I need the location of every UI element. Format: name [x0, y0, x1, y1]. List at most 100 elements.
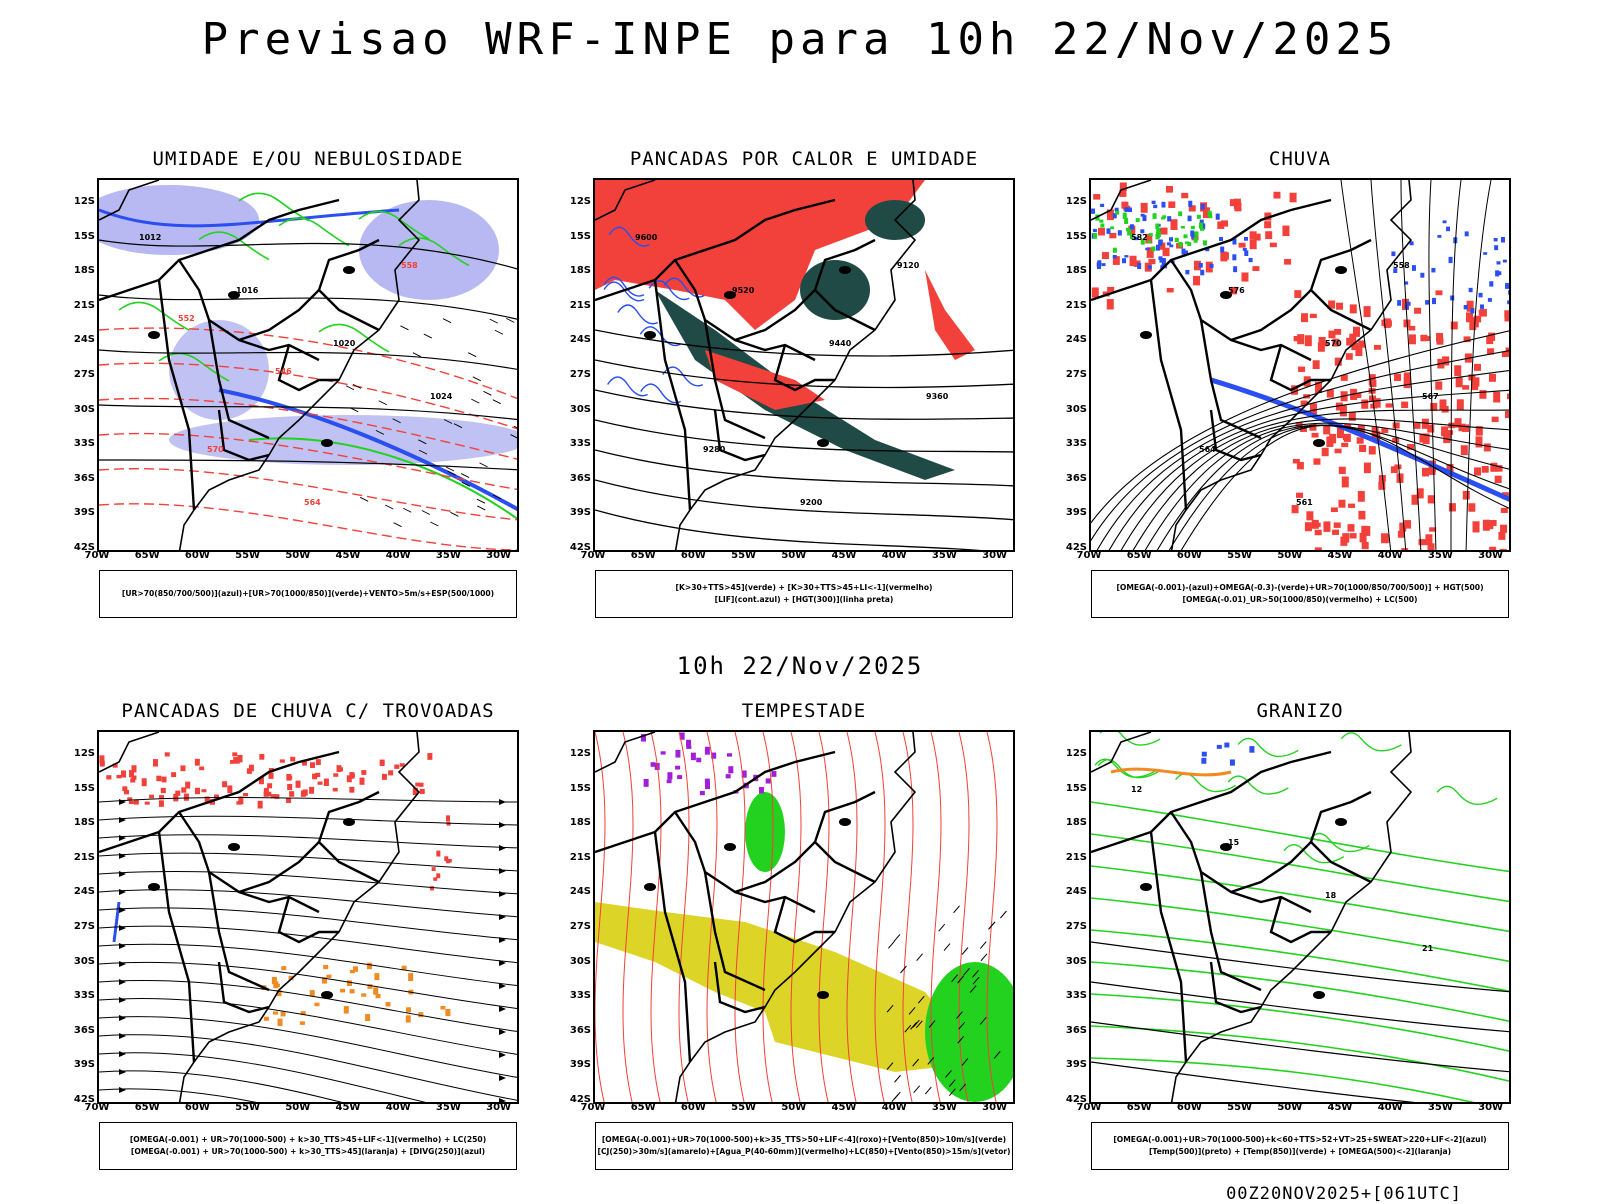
- panel-title: PANCADAS POR CALOR E UMIDADE: [593, 148, 1015, 170]
- latitude-label: 12S: [65, 196, 95, 207]
- longitude-label: 35W: [433, 1102, 463, 1113]
- longitude-label: 50W: [283, 1102, 313, 1113]
- contour-label: 9360: [926, 392, 949, 401]
- legend-line: [UR>70(850/700/500)](azul)+[UR>70(1000/8…: [122, 588, 494, 600]
- legend-line: [LIF](cont.azul) + [HGT(300)](linha pret…: [715, 594, 894, 606]
- map-plot: [99, 732, 519, 1104]
- latitude-label: 15S: [65, 783, 95, 794]
- longitude-label: 45W: [829, 550, 859, 561]
- longitude-label: 30W: [980, 1102, 1010, 1113]
- contour-label: 9120: [897, 261, 920, 270]
- longitude-label: 40W: [383, 550, 413, 561]
- longitude-label: 30W: [1476, 1102, 1506, 1113]
- longitude-label: 30W: [980, 550, 1010, 561]
- contour-label: 15: [1228, 838, 1240, 847]
- legend-line: [K>30+TTS>45](verde) + [K>30+TTS>45+LI<-…: [675, 582, 932, 594]
- contour-label: 18: [1325, 891, 1337, 900]
- panel-title: TEMPESTADE: [593, 700, 1015, 722]
- latitude-label: 39S: [1057, 1059, 1087, 1070]
- contour-label: 21: [1422, 944, 1434, 953]
- contour-label: 567: [1422, 392, 1439, 401]
- contour-label: 582: [1131, 233, 1148, 242]
- legend-line: [OMEGA(-0.001) + UR>70(1000-500) + k>30_…: [131, 1146, 485, 1158]
- longitude-label: 45W: [333, 1102, 363, 1113]
- legend-box: [K>30+TTS>45](verde) + [K>30+TTS>45+LI<-…: [595, 570, 1013, 618]
- longitude-label: 40W: [1375, 1102, 1405, 1113]
- latitude-label: 15S: [561, 783, 591, 794]
- longitude-label: 60W: [1174, 550, 1204, 561]
- contour-label: 1016: [236, 286, 259, 295]
- main-title: Previsao WRF-INPE para 10h 22/Nov/2025: [0, 14, 1600, 65]
- contour-label: 576: [1228, 286, 1245, 295]
- longitude-label: 55W: [1225, 1102, 1255, 1113]
- longitude-label: 40W: [879, 550, 909, 561]
- legend-line: [CJ(250)>30m/s](amarelo)+[Agua_P(40-60mm…: [597, 1146, 1010, 1158]
- longitude-label: 60W: [182, 550, 212, 561]
- latitude-label: 12S: [1057, 196, 1087, 207]
- legend-line: [Temp(500)](preto) + [Temp(850)](verde) …: [1149, 1146, 1451, 1158]
- longitude-label: 65W: [1124, 550, 1154, 561]
- latitude-label: 27S: [65, 369, 95, 380]
- latitude-label: 18S: [1057, 817, 1087, 828]
- legend-line: [OMEGA(-0.001)+UR>70(1000-500)+k>35_TTS>…: [602, 1134, 1006, 1146]
- longitude-label: 55W: [1225, 550, 1255, 561]
- latitude-label: 33S: [65, 438, 95, 449]
- longitude-label: 50W: [1275, 1102, 1305, 1113]
- longitude-label: 60W: [1174, 1102, 1204, 1113]
- latitude-label: 18S: [65, 265, 95, 276]
- latitude-label: 36S: [65, 473, 95, 484]
- longitude-label: 55W: [233, 550, 263, 561]
- latitude-label: 15S: [561, 231, 591, 242]
- latitude-label: 12S: [561, 748, 591, 759]
- longitude-label: 50W: [283, 550, 313, 561]
- longitude-label: 40W: [1375, 550, 1405, 561]
- latitude-label: 36S: [1057, 473, 1087, 484]
- latitude-label: 39S: [1057, 507, 1087, 518]
- latitude-label: 18S: [1057, 265, 1087, 276]
- latitude-label: 21S: [65, 300, 95, 311]
- latitude-label: 24S: [561, 334, 591, 345]
- latitude-label: 33S: [1057, 990, 1087, 1001]
- contour-label: 564: [304, 498, 321, 507]
- longitude-label: 55W: [233, 1102, 263, 1113]
- contour-label: 570: [1325, 339, 1342, 348]
- legend-line: [OMEGA(-0.001)+UR>70(1000-500)+k<60+TTS>…: [1113, 1134, 1486, 1146]
- latitude-label: 24S: [65, 334, 95, 345]
- longitude-label: 40W: [879, 1102, 909, 1113]
- latitude-label: 12S: [65, 748, 95, 759]
- latitude-label: 18S: [561, 817, 591, 828]
- legend-box: [OMEGA(-0.001)+UR>70(1000-500)+k>35_TTS>…: [595, 1122, 1013, 1170]
- latitude-label: 18S: [65, 817, 95, 828]
- contour-label: 9280: [703, 445, 726, 454]
- contour-label: 561: [1296, 498, 1313, 507]
- longitude-label: 45W: [1325, 550, 1355, 561]
- latitude-label: 33S: [65, 990, 95, 1001]
- latitude-label: 36S: [65, 1025, 95, 1036]
- latitude-label: 30S: [561, 404, 591, 415]
- longitude-label: 50W: [1275, 550, 1305, 561]
- latitude-label: 33S: [561, 990, 591, 1001]
- longitude-label: 70W: [1074, 550, 1104, 561]
- map-plot: [595, 732, 1015, 1104]
- longitude-label: 70W: [578, 550, 608, 561]
- longitude-label: 70W: [82, 1102, 112, 1113]
- contour-label: 552: [178, 314, 195, 323]
- longitude-label: 35W: [1425, 1102, 1455, 1113]
- latitude-label: 12S: [1057, 748, 1087, 759]
- latitude-label: 24S: [561, 886, 591, 897]
- longitude-label: 70W: [82, 550, 112, 561]
- map-panel: [97, 730, 519, 1104]
- footer-run-info: 00Z20NOV2025+[061UTC]: [1226, 1184, 1462, 1204]
- contour-label: 9440: [829, 339, 852, 348]
- contour-label: 1020: [333, 339, 356, 348]
- longitude-label: 50W: [779, 550, 809, 561]
- latitude-label: 30S: [65, 956, 95, 967]
- contour-label: 570: [207, 445, 224, 454]
- latitude-label: 15S: [1057, 231, 1087, 242]
- latitude-label: 15S: [65, 231, 95, 242]
- latitude-label: 24S: [1057, 886, 1087, 897]
